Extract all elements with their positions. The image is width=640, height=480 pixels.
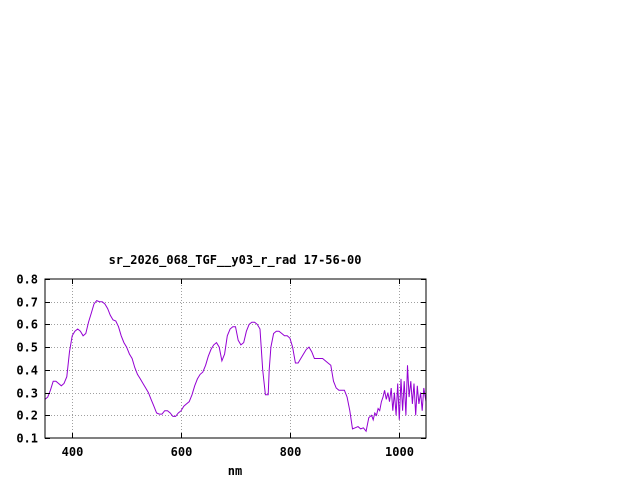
y-tick-label: 0.2 bbox=[16, 409, 38, 423]
chart-title: sr_2026_068_TGF__y03_r_rad 17-56-00 bbox=[109, 253, 362, 268]
y-tick-label: 0.6 bbox=[16, 318, 38, 332]
x-tick-label: 400 bbox=[62, 445, 84, 459]
y-tick-label: 0.4 bbox=[16, 364, 38, 378]
x-axis-label: nm bbox=[228, 464, 242, 478]
x-tick-label: 600 bbox=[171, 445, 193, 459]
y-tick-label: 0.7 bbox=[16, 296, 38, 310]
series-layer bbox=[44, 299, 427, 433]
x-tick-label: 1000 bbox=[385, 445, 414, 459]
ticks: 0.1 0.2 0.3 0.4 0.5 0.6 0.7 0.8 400 600 800 1000 bbox=[16, 273, 426, 459]
y-tick-label: 0.3 bbox=[16, 387, 38, 401]
grid bbox=[45, 279, 426, 438]
plot-border bbox=[44, 278, 427, 439]
y-tick-label: 0.8 bbox=[16, 273, 38, 287]
y-tick-label: 0.5 bbox=[16, 341, 38, 355]
series-line bbox=[44, 299, 427, 433]
y-tick-label: 0.1 bbox=[16, 432, 38, 446]
x-tick-label: 800 bbox=[280, 445, 302, 459]
